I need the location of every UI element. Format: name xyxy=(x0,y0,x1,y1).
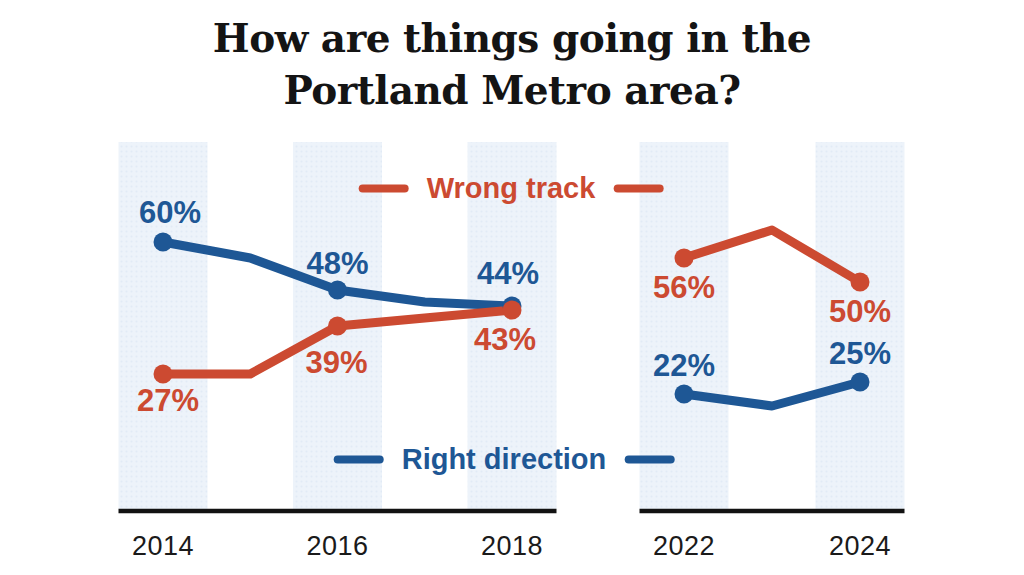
legend-right-direction: Right direction xyxy=(334,443,675,476)
point-wrong_track-2016 xyxy=(328,317,347,336)
x-axis-label-2014: 2014 xyxy=(132,531,194,562)
value-label-wrong_track-2018: 43% xyxy=(474,322,536,358)
value-label-wrong_track-2024: 50% xyxy=(829,294,891,330)
legend-line-right-icon xyxy=(613,184,663,192)
value-label-wrong_track-2016: 39% xyxy=(305,345,367,381)
x-axis-label-2024: 2024 xyxy=(829,531,891,562)
point-right_direction-2024 xyxy=(851,373,870,392)
point-wrong_track-2024 xyxy=(851,273,870,292)
point-right_direction-2022 xyxy=(675,385,694,404)
point-wrong_track-2022 xyxy=(675,249,694,268)
infographic: How are things going in thePortland Metr… xyxy=(0,0,1024,575)
x-axis-label-2018: 2018 xyxy=(481,531,543,562)
value-label-wrong_track-2014: 27% xyxy=(137,383,199,419)
legend-line-left-icon xyxy=(359,184,409,192)
legend-line-left-icon xyxy=(334,455,384,463)
point-right_direction-2014 xyxy=(154,233,173,252)
x-axis-label-2016: 2016 xyxy=(306,531,368,562)
point-wrong_track-2014 xyxy=(154,365,173,384)
legend-line-right-icon xyxy=(624,455,674,463)
point-wrong_track-2018 xyxy=(503,301,522,320)
legend-right-direction-label: Right direction xyxy=(402,443,607,476)
legend-wrong-track: Wrong track xyxy=(359,172,664,205)
legend-wrong-track-label: Wrong track xyxy=(427,172,596,205)
value-label-right_direction-2024: 25% xyxy=(829,336,891,372)
point-right_direction-2016 xyxy=(328,281,347,300)
value-label-right_direction-2016: 48% xyxy=(306,246,368,282)
value-label-right_direction-2018: 44% xyxy=(477,256,539,292)
value-label-wrong_track-2022: 56% xyxy=(653,270,715,306)
x-axis-label-2022: 2022 xyxy=(653,531,715,562)
value-label-right_direction-2022: 22% xyxy=(653,348,715,384)
value-label-right_direction-2014: 60% xyxy=(139,195,201,231)
